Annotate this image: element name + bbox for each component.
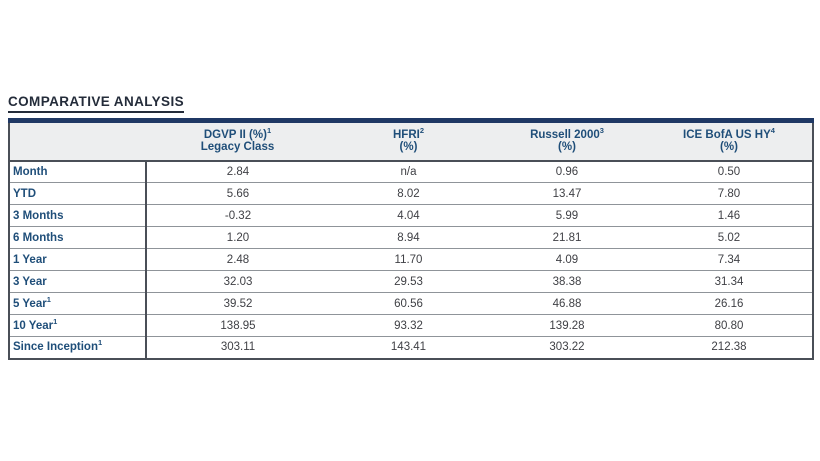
value-cell: 80.80 bbox=[646, 314, 813, 337]
table-row: 6 Months 1.20 8.94 21.81 5.02 bbox=[9, 226, 813, 249]
value-cell: 1.46 bbox=[646, 204, 813, 227]
column-header-russell: Russell 20003 bbox=[488, 120, 646, 141]
row-label-text: 3 Months bbox=[13, 209, 64, 222]
row-label: Since Inception1 bbox=[9, 336, 147, 359]
header-row-1: DGVP II (%)1 HFRI2 Russell 20003 ICE Bof… bbox=[9, 120, 813, 162]
value-cell: 7.80 bbox=[646, 182, 813, 205]
value-cell: 4.09 bbox=[488, 248, 646, 271]
value-cell: 29.53 bbox=[329, 270, 488, 293]
row-label: 5 Year1 bbox=[9, 292, 147, 315]
column-subheader-russell: (%) bbox=[488, 140, 646, 162]
column-header-ice-bofa: ICE BofA US HY4 bbox=[646, 120, 813, 141]
header-row-2: Legacy Class (%) (%) (%) bbox=[9, 140, 813, 162]
column-subheader-dgvp: Legacy Class bbox=[146, 140, 329, 162]
value-cell: -0.32 bbox=[146, 204, 329, 227]
row-label: Month bbox=[9, 160, 147, 183]
row-label: YTD bbox=[9, 182, 147, 205]
table-row: 1 Year 2.48 11.70 4.09 7.34 bbox=[9, 248, 813, 271]
comparative-analysis-table: DGVP II (%)1 HFRI2 Russell 20003 ICE Bof… bbox=[8, 118, 814, 360]
table-header: DGVP II (%)1 HFRI2 Russell 20003 ICE Bof… bbox=[9, 120, 813, 162]
row-label: 10 Year1 bbox=[9, 314, 147, 337]
column-header-text: ICE BofA US HY bbox=[683, 128, 771, 141]
table-row: Since Inception1 303.11 143.41 303.22 212.38 bbox=[9, 336, 813, 359]
column-header-text: HFRI bbox=[392, 128, 420, 141]
value-cell: 8.94 bbox=[329, 226, 488, 249]
page-title: COMPARATIVE ANALYSIS bbox=[8, 94, 185, 113]
value-cell: 303.11 bbox=[146, 336, 329, 359]
row-label-text: 6 Months bbox=[13, 231, 64, 244]
value-cell: 2.48 bbox=[146, 248, 329, 271]
value-cell: 38.38 bbox=[488, 270, 646, 293]
row-label-superscript: 1 bbox=[53, 316, 58, 326]
row-label-superscript: 1 bbox=[98, 338, 103, 348]
value-cell: 138.95 bbox=[146, 314, 329, 337]
row-label: 3 Months bbox=[9, 204, 147, 227]
value-cell: 139.28 bbox=[488, 314, 646, 337]
row-label-text: 1 Year bbox=[13, 253, 47, 266]
row-label-text: 3 Year bbox=[13, 275, 47, 288]
value-cell: 4.04 bbox=[329, 204, 488, 227]
row-label: 6 Months bbox=[9, 226, 147, 249]
column-header-superscript: 4 bbox=[770, 125, 775, 135]
column-header-superscript: 2 bbox=[419, 125, 424, 135]
row-label-text: 10 Year bbox=[13, 319, 54, 332]
column-header-superscript: 3 bbox=[599, 125, 604, 135]
value-cell: 5.99 bbox=[488, 204, 646, 227]
value-cell: 5.02 bbox=[646, 226, 813, 249]
value-cell: 8.02 bbox=[329, 182, 488, 205]
row-label-header-cell bbox=[9, 120, 146, 162]
value-cell: 143.41 bbox=[329, 336, 488, 359]
value-cell: 93.32 bbox=[329, 314, 488, 337]
column-header-hfri: HFRI2 bbox=[329, 120, 488, 141]
column-subheader-hfri: (%) bbox=[329, 140, 488, 162]
table-row: 5 Year1 39.52 60.56 46.88 26.16 bbox=[9, 292, 813, 315]
table-row: 3 Year 32.03 29.53 38.38 31.34 bbox=[9, 270, 813, 293]
column-header-text: Russell 2000 bbox=[530, 128, 600, 141]
value-cell: 0.96 bbox=[488, 160, 646, 183]
value-cell: 13.47 bbox=[488, 182, 646, 205]
row-label: 1 Year bbox=[9, 248, 147, 271]
row-label-text: Since Inception bbox=[13, 341, 98, 354]
row-label-text: YTD bbox=[13, 187, 36, 200]
value-cell: 7.34 bbox=[646, 248, 813, 271]
column-subheader-ice-bofa: (%) bbox=[646, 140, 813, 162]
row-label-text: 5 Year bbox=[13, 297, 47, 310]
value-cell: 11.70 bbox=[329, 248, 488, 271]
value-cell: 212.38 bbox=[646, 336, 813, 359]
table-body: Month 2.84 n/a 0.96 0.50 YTD 5.66 8.02 13.47 7.80… bbox=[9, 160, 813, 359]
value-cell: 303.22 bbox=[488, 336, 646, 359]
value-cell: 0.50 bbox=[646, 160, 813, 183]
value-cell: 46.88 bbox=[488, 292, 646, 315]
table-row: YTD 5.66 8.02 13.47 7.80 bbox=[9, 182, 813, 205]
table-row: 10 Year1 138.95 93.32 139.28 80.80 bbox=[9, 314, 813, 337]
value-cell: 2.84 bbox=[146, 160, 329, 183]
value-cell: n/a bbox=[329, 160, 488, 183]
row-label-superscript: 1 bbox=[46, 294, 51, 304]
table-row: 3 Months -0.32 4.04 5.99 1.46 bbox=[9, 204, 813, 227]
row-label-text: Month bbox=[13, 165, 48, 178]
value-cell: 31.34 bbox=[646, 270, 813, 293]
value-cell: 21.81 bbox=[488, 226, 646, 249]
column-header-dgvp: DGVP II (%)1 bbox=[146, 120, 329, 141]
table-row: Month 2.84 n/a 0.96 0.50 bbox=[9, 160, 813, 183]
value-cell: 60.56 bbox=[329, 292, 488, 315]
column-header-superscript: 1 bbox=[266, 125, 272, 135]
column-header-text: DGVP II (%) bbox=[203, 128, 267, 141]
value-cell: 32.03 bbox=[146, 270, 329, 293]
value-cell: 1.20 bbox=[146, 226, 329, 249]
row-label: 3 Year bbox=[9, 270, 147, 293]
value-cell: 39.52 bbox=[146, 292, 329, 315]
value-cell: 26.16 bbox=[646, 292, 813, 315]
value-cell: 5.66 bbox=[146, 182, 329, 205]
